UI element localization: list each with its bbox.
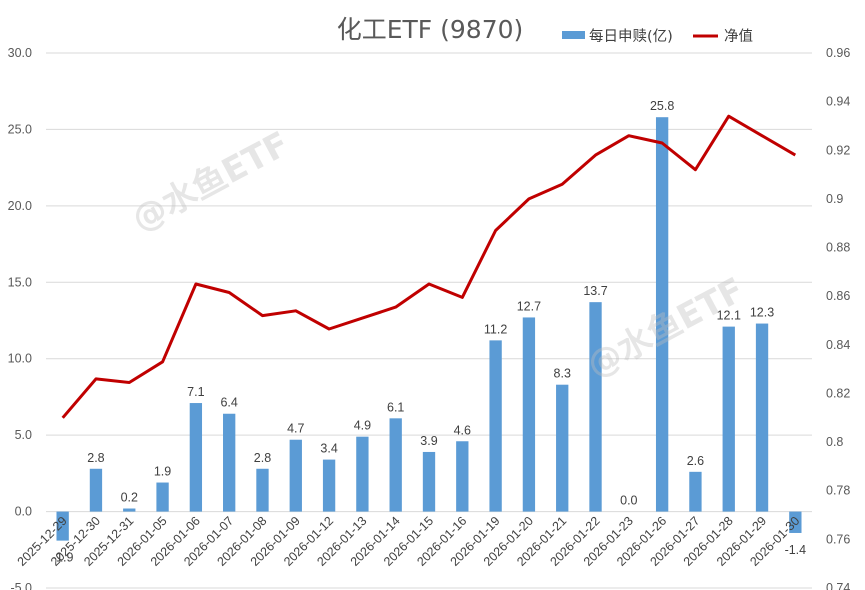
right-tick-label: 0.9 xyxy=(826,192,843,206)
legend-swatch-bar xyxy=(562,31,585,39)
bar-data-label: 6.1 xyxy=(387,400,404,414)
bar-data-label: 2.6 xyxy=(687,454,704,468)
right-tick-label: 0.74 xyxy=(826,581,850,590)
left-tick-label: 25.0 xyxy=(8,122,32,136)
right-tick-label: 0.82 xyxy=(826,386,850,400)
left-tick-label: 15.0 xyxy=(8,275,32,289)
chart-title: 化工ETF (9870) xyxy=(337,15,524,44)
gridlines xyxy=(46,52,812,589)
left-tick-label: 0.0 xyxy=(15,505,32,519)
bar-data-label: 2.8 xyxy=(87,451,104,465)
bar xyxy=(522,317,536,512)
bar-data-label: -1.4 xyxy=(785,543,807,557)
bar-data-label: 4.6 xyxy=(454,423,471,437)
right-tick-label: 0.8 xyxy=(826,435,843,449)
bar xyxy=(655,117,669,512)
bar xyxy=(123,508,136,512)
bar-data-label: 8.3 xyxy=(554,367,571,381)
bar xyxy=(589,302,602,512)
bar-data-label: 25.8 xyxy=(650,99,674,113)
bar xyxy=(422,451,436,512)
bar-data-label: 12.3 xyxy=(750,306,774,320)
bar xyxy=(489,340,502,512)
bar xyxy=(89,468,103,512)
bar xyxy=(456,441,469,512)
bar-data-label: 4.7 xyxy=(287,422,304,436)
legend: 每日申赎(亿) 净值 xyxy=(562,28,753,45)
bar xyxy=(789,511,802,533)
bar xyxy=(722,326,735,512)
bar-data-label: 6.4 xyxy=(220,396,237,410)
bar-data-label: 12.1 xyxy=(717,309,741,323)
right-tick-label: 0.92 xyxy=(826,143,850,157)
left-tick-label: 10.0 xyxy=(8,352,32,366)
bar-data-label: 13.7 xyxy=(583,284,607,298)
bar-data-label: 0.0 xyxy=(620,494,637,508)
bar xyxy=(322,459,336,512)
right-tick-label: 0.76 xyxy=(826,532,850,546)
bar-data-label: 7.1 xyxy=(187,385,204,399)
right-tick-label: 0.94 xyxy=(826,95,850,109)
bar-data-label: 2.8 xyxy=(254,451,271,465)
left-tick-label: 5.0 xyxy=(15,428,32,442)
bar-data-label: 11.2 xyxy=(484,322,507,336)
right-tick-label: 0.96 xyxy=(826,46,850,60)
bar-series xyxy=(56,117,802,541)
bar-data-label: -1.9 xyxy=(52,551,74,565)
legend-label-bar: 每日申赎(亿) xyxy=(589,28,673,45)
watermark-text: @水鱼ETF xyxy=(125,124,295,240)
right-axis: 0.74 0.76 0.78 0.8 0.82 0.84 0.86 0.88 0.9 0.92 0.… xyxy=(826,46,850,590)
right-tick-label: 0.78 xyxy=(826,484,850,498)
bar-data-labels: -1.9 2.8 0.2 1.9 7.1 6.4 2.8 4.7 3.4 4.9 6.1 3.9 4.6… xyxy=(52,99,806,564)
bar xyxy=(556,384,569,512)
right-tick-label: 0.86 xyxy=(826,289,850,303)
right-tick-label: 0.88 xyxy=(826,241,850,255)
bar xyxy=(156,482,169,512)
left-tick-label: 30.0 xyxy=(8,46,32,60)
left-tick-label: -5.0 xyxy=(10,581,32,590)
bar-data-label: 0.2 xyxy=(121,491,138,505)
bar xyxy=(223,413,236,512)
bar xyxy=(689,471,702,512)
bar xyxy=(289,439,302,512)
legend-label-line: 净值 xyxy=(724,28,753,45)
bar-data-label: 1.9 xyxy=(154,465,171,479)
bar-data-label: 3.9 xyxy=(420,434,437,448)
bar-data-label: 4.9 xyxy=(354,419,371,433)
left-axis: -5.0 0.0 5.0 10.0 15.0 20.0 25.0 30.0 xyxy=(8,46,32,590)
right-tick-label: 0.84 xyxy=(826,338,850,352)
bar-data-label: 3.4 xyxy=(320,442,337,456)
left-tick-label: 20.0 xyxy=(8,199,32,213)
bar xyxy=(56,511,69,541)
x-axis: 2025-12-292025-12-302025-12-312026-01-05… xyxy=(15,514,803,569)
line-series xyxy=(61,114,797,419)
net-value-line xyxy=(61,114,797,419)
bar xyxy=(755,323,769,512)
bar xyxy=(189,403,203,512)
bar xyxy=(389,418,402,512)
bar-data-label: 12.7 xyxy=(517,299,541,313)
bar xyxy=(356,436,369,512)
bar xyxy=(256,468,269,512)
